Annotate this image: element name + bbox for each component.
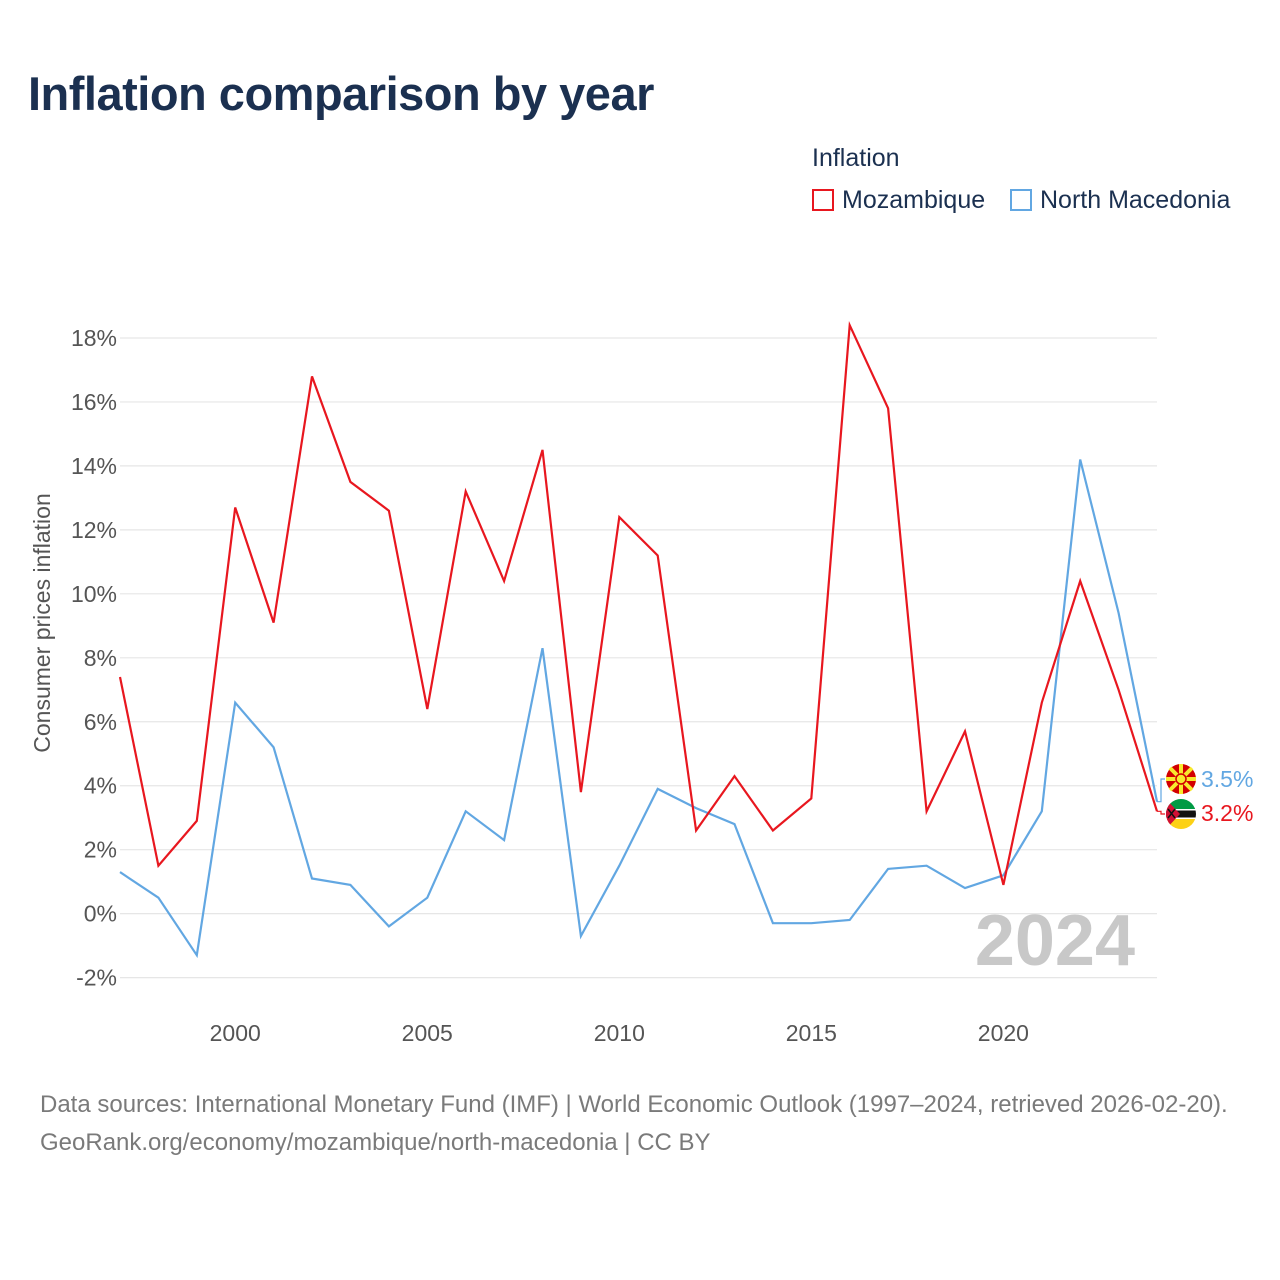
data-point-north-macedonia[interactable]: [347, 882, 353, 888]
series-line-north-macedonia[interactable]: [119, 459, 1159, 959]
north-macedonia-flag-icon: [1166, 764, 1196, 794]
data-point-mozambique[interactable]: [732, 773, 738, 779]
credit-link[interactable]: GeoRank.org/economy/mozambique/north-mac…: [40, 1129, 711, 1156]
data-point-north-macedonia[interactable]: [1116, 610, 1122, 616]
data-point-mozambique[interactable]: [347, 479, 353, 485]
data-point-north-macedonia[interactable]: [424, 895, 430, 901]
data-point-north-macedonia[interactable]: [732, 821, 738, 827]
data-point-mozambique[interactable]: [117, 674, 123, 680]
data-point-mozambique[interactable]: [1116, 687, 1122, 693]
end-label-connector-mozambique: [1157, 810, 1165, 815]
y-tick-label: -2%: [76, 965, 117, 991]
data-point-north-macedonia[interactable]: [232, 700, 238, 706]
series-lines: [117, 320, 1165, 959]
data-point-mozambique[interactable]: [194, 818, 200, 824]
y-tick-label: 12%: [71, 517, 117, 543]
data-point-mozambique[interactable]: [770, 827, 776, 833]
series-end-markers: [1166, 764, 1196, 829]
data-point-mozambique[interactable]: [847, 322, 853, 328]
data-point-north-macedonia[interactable]: [194, 952, 200, 958]
data-point-north-macedonia[interactable]: [808, 920, 814, 926]
data-point-mozambique[interactable]: [616, 514, 622, 520]
data-point-mozambique[interactable]: [578, 789, 584, 795]
x-tick-label: 2000: [210, 1020, 261, 1046]
data-point-mozambique[interactable]: [539, 447, 545, 453]
data-point-north-macedonia[interactable]: [770, 920, 776, 926]
y-tick-label: 6%: [84, 709, 117, 735]
y-tick-label: 0%: [84, 901, 117, 927]
data-point-mozambique[interactable]: [1000, 882, 1006, 888]
data-point-north-macedonia[interactable]: [847, 917, 853, 923]
chart-title: Inflation comparison by year: [28, 67, 654, 120]
data-point-mozambique[interactable]: [1039, 700, 1045, 706]
end-label-north-macedonia: 3.5%: [1201, 766, 1253, 792]
data-point-north-macedonia[interactable]: [924, 863, 930, 869]
data-point-mozambique[interactable]: [309, 373, 315, 379]
mozambique-flag-icon: [1166, 799, 1196, 829]
y-tick-label: 10%: [71, 581, 117, 607]
year-watermark: 2024: [975, 901, 1135, 981]
data-point-mozambique[interactable]: [386, 508, 392, 514]
legend-item-north-macedonia[interactable]: North Macedonia: [1010, 185, 1230, 215]
grid: [120, 337, 1157, 979]
y-tick-label: 2%: [84, 837, 117, 863]
data-point-mozambique[interactable]: [463, 488, 469, 494]
x-axis-ticks: 2000 2005 2010 2015 2020: [210, 1020, 1029, 1046]
y-axis-title: Consumer prices inflation: [29, 493, 55, 753]
data-point-mozambique[interactable]: [271, 620, 277, 626]
y-axis-ticks: -2% 0% 2% 4% 6% 8% 10% 12% 14% 16% 18%: [71, 325, 117, 991]
data-point-north-macedonia[interactable]: [616, 863, 622, 869]
series-line-mozambique[interactable]: [118, 320, 1159, 886]
data-sources-note: Data sources: International Monetary Fun…: [40, 1091, 1228, 1118]
data-point-north-macedonia[interactable]: [386, 923, 392, 929]
data-point-north-macedonia[interactable]: [1039, 808, 1045, 814]
y-tick-label: 14%: [71, 453, 117, 479]
data-point-north-macedonia[interactable]: [155, 895, 161, 901]
data-point-north-macedonia[interactable]: [655, 786, 661, 792]
data-point-north-macedonia[interactable]: [1077, 457, 1083, 463]
data-point-mozambique[interactable]: [808, 796, 814, 802]
data-point-mozambique[interactable]: [501, 578, 507, 584]
data-point-mozambique[interactable]: [924, 808, 930, 814]
data-point-mozambique[interactable]: [962, 728, 968, 734]
end-label-mozambique: 3.2%: [1201, 800, 1253, 826]
data-point-mozambique[interactable]: [424, 706, 430, 712]
end-label-connector-north-macedonia: [1157, 778, 1165, 803]
data-point-north-macedonia[interactable]: [309, 875, 315, 881]
footer: Data sources: International Monetary Fun…: [40, 1086, 1250, 1162]
x-tick-label: 2005: [402, 1020, 453, 1046]
data-point-mozambique[interactable]: [155, 863, 161, 869]
data-point-mozambique[interactable]: [1077, 578, 1083, 584]
legend-swatch-north-macedonia: [1010, 189, 1032, 211]
data-point-north-macedonia[interactable]: [117, 869, 123, 875]
data-point-north-macedonia[interactable]: [501, 837, 507, 843]
legend-item-mozambique[interactable]: Mozambique: [812, 185, 985, 215]
data-point-mozambique[interactable]: [232, 504, 238, 510]
data-point-north-macedonia[interactable]: [962, 885, 968, 891]
data-point-north-macedonia[interactable]: [578, 933, 584, 939]
data-point-north-macedonia[interactable]: [885, 866, 891, 872]
y-tick-label: 16%: [71, 389, 117, 415]
legend-label-north-macedonia: North Macedonia: [1040, 185, 1231, 214]
data-point-mozambique[interactable]: [655, 552, 661, 558]
legend-title: Inflation: [812, 144, 900, 172]
data-point-mozambique[interactable]: [885, 405, 891, 411]
data-point-north-macedonia[interactable]: [539, 645, 545, 651]
x-tick-label: 2010: [594, 1020, 645, 1046]
x-tick-label: 2015: [786, 1020, 837, 1046]
legend-swatch-mozambique: [812, 189, 834, 211]
data-point-north-macedonia[interactable]: [463, 808, 469, 814]
y-tick-label: 4%: [84, 773, 117, 799]
y-tick-label: 18%: [71, 325, 117, 351]
data-point-mozambique[interactable]: [693, 827, 699, 833]
y-tick-label: 8%: [84, 645, 117, 671]
x-tick-label: 2020: [978, 1020, 1029, 1046]
legend-label-mozambique: Mozambique: [842, 185, 986, 214]
data-point-north-macedonia[interactable]: [271, 744, 277, 750]
